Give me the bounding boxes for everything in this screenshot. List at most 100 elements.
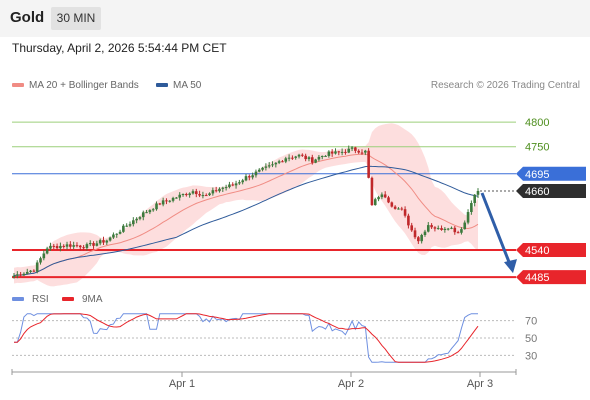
candle-body <box>32 270 36 272</box>
candle-body <box>29 270 32 272</box>
candle-body <box>320 155 324 157</box>
candle-body <box>208 193 211 196</box>
legend-ma20: MA 20 + Bollinger Bands <box>12 80 139 91</box>
candle-body <box>234 183 238 186</box>
candle-body <box>231 184 235 186</box>
candle-body <box>204 195 208 197</box>
candle-body <box>417 237 420 242</box>
chart-timestamp: Thursday, April 2, 2026 5:54:44 PM CET <box>12 41 227 55</box>
candle-body <box>98 240 102 244</box>
candle-body <box>340 151 344 153</box>
x-tick-label: Apr 3 <box>467 378 493 390</box>
candle-body <box>161 200 165 205</box>
candle-body <box>281 161 284 163</box>
x-tick-label: Apr 1 <box>169 378 195 390</box>
candle-body <box>65 244 69 247</box>
candle-body <box>148 210 152 213</box>
candle-body <box>317 156 321 160</box>
candle-body <box>380 194 384 198</box>
candle-body <box>168 200 172 202</box>
candle-body <box>165 200 168 202</box>
candle-body <box>257 169 261 172</box>
candle-body <box>49 245 52 249</box>
candle-body <box>251 175 254 178</box>
candle-body <box>337 151 341 153</box>
candle-body <box>254 171 258 176</box>
candle-body <box>443 228 447 230</box>
level-label-4750: 4750 <box>525 142 549 154</box>
level-tag-4695 <box>516 166 586 181</box>
candle-body <box>132 220 135 225</box>
candle-body <box>357 150 360 153</box>
projection-arrow-head <box>504 259 517 274</box>
candle-body <box>42 253 46 259</box>
ma50-label: MA 50 <box>173 80 202 91</box>
candle-body <box>450 227 453 229</box>
candle-body <box>178 194 182 198</box>
candle-body <box>191 191 195 194</box>
candle-body <box>185 194 188 196</box>
candle-body <box>218 188 221 192</box>
candle-body <box>456 232 460 234</box>
candle-body <box>274 162 278 165</box>
rsi-ma-line <box>14 313 479 363</box>
level-tag-4485 <box>516 270 586 285</box>
candle-body <box>393 206 397 209</box>
candle-body <box>39 258 42 263</box>
candle-body <box>211 190 215 194</box>
candle-body <box>373 199 377 206</box>
candle-body <box>460 229 463 233</box>
candle-body <box>387 197 390 203</box>
candle-body <box>453 227 457 233</box>
candle-body <box>188 193 191 196</box>
candle-body <box>75 245 79 247</box>
level-label-4695: 4695 <box>525 169 549 181</box>
candle-body <box>45 248 49 254</box>
candle-body <box>12 275 16 278</box>
header-bar: Gold 30 MIN <box>0 0 590 37</box>
candle-body <box>410 225 414 231</box>
candle-body <box>277 161 281 163</box>
level-tag-4540 <box>516 243 586 258</box>
rsi-tick-70: 70 <box>525 316 537 328</box>
candle-body <box>241 180 244 183</box>
candle-body <box>59 245 62 249</box>
level-label-4485: 4485 <box>525 272 549 284</box>
candle-body <box>171 197 175 201</box>
candle-body <box>383 194 387 198</box>
rsi-tick-50: 50 <box>525 333 537 345</box>
candle-body <box>426 225 430 232</box>
candle-body <box>430 225 433 228</box>
candle-body <box>122 225 125 232</box>
candle-body <box>112 234 115 238</box>
candle-body <box>470 203 473 213</box>
candle-body <box>52 245 56 247</box>
candle-body <box>145 212 148 214</box>
candle-body <box>108 237 112 241</box>
candle-body <box>440 228 443 230</box>
credit-text: Research © 2026 Trading Central <box>430 80 580 91</box>
candle-body <box>291 157 294 159</box>
candle-body <box>397 208 400 210</box>
candle-body <box>271 164 274 166</box>
rsi-swatch <box>12 297 24 301</box>
candle-body <box>407 215 410 226</box>
candles-group <box>12 145 480 279</box>
candle-body <box>370 177 374 206</box>
candle-body <box>301 154 304 156</box>
candle-body <box>72 245 75 247</box>
timeframe-button[interactable]: 30 MIN <box>51 7 101 30</box>
candle-body <box>284 158 288 162</box>
level-label-4800: 4800 <box>525 117 549 129</box>
ma20-label: MA 20 + Bollinger Bands <box>29 80 139 91</box>
candle-body <box>35 262 39 272</box>
bollinger-band-area <box>14 123 478 287</box>
ma20-swatch <box>12 83 24 88</box>
candle-body <box>354 147 357 151</box>
candle-body <box>125 225 128 227</box>
candle-body <box>364 150 367 153</box>
instrument-title: Gold <box>10 9 45 26</box>
candle-body <box>175 197 178 199</box>
candle-body <box>214 190 218 192</box>
